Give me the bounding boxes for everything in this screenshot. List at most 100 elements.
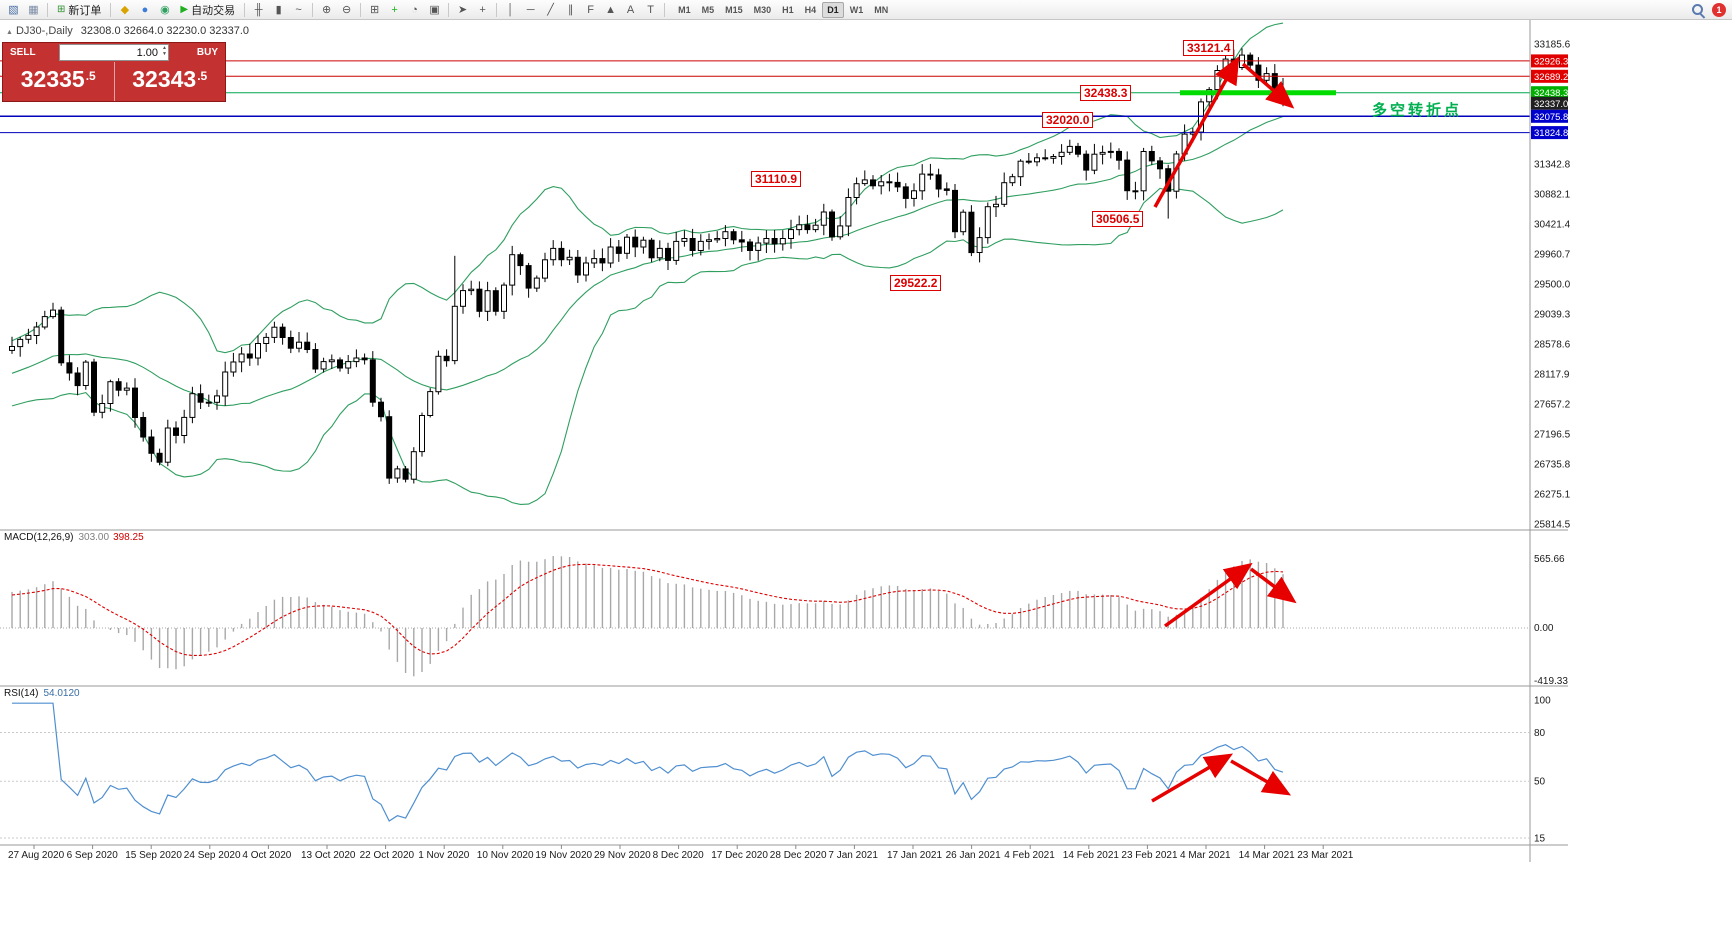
candlestick-chart-icon[interactable]: ▮	[275, 3, 282, 16]
macd-main-value: 303.00	[78, 532, 110, 543]
profiles-icon[interactable]: ▦	[28, 3, 39, 16]
rsi-name: RSI(14)	[4, 688, 39, 699]
svg-text:565.66: 565.66	[1534, 554, 1565, 565]
autotrading-button[interactable]: ▶ 自动交易	[175, 2, 240, 18]
volume-value: 1.00	[136, 46, 158, 59]
timeframe-h4[interactable]: H4	[804, 4, 817, 15]
sell-price-frac: .5	[85, 69, 96, 83]
price-annotation: 29522.2	[890, 274, 942, 291]
timeframe-mn[interactable]: MN	[874, 4, 889, 15]
panel-separators	[0, 20, 1568, 862]
timeframe-m1[interactable]: M1	[678, 4, 691, 15]
macd-name: MACD(12,26,9)	[4, 532, 74, 543]
zoom-out-icon[interactable]: ⊖	[341, 3, 352, 16]
svg-text:26735.8: 26735.8	[1534, 460, 1571, 471]
line-chart-icon[interactable]: ~	[295, 3, 302, 16]
zoom-in-icon[interactable]: ⊕	[321, 3, 332, 16]
price-level-lines	[0, 60, 1530, 134]
svg-text:19 Nov 2020: 19 Nov 2020	[535, 850, 592, 861]
spinner-down-icon[interactable]: ▼	[162, 51, 167, 57]
chart-symbol-period: DJ30-,Daily	[15, 25, 73, 37]
buy-price[interactable]: 32343.5	[113, 62, 226, 101]
market-icon[interactable]: ●	[141, 3, 149, 16]
volume-spinner[interactable]: ▲ ▼	[162, 45, 167, 57]
add-indicator-icon[interactable]: +	[391, 3, 398, 16]
new-order-icon: ⊞	[57, 4, 66, 15]
svg-text:10 Nov 2020: 10 Nov 2020	[477, 850, 534, 861]
price-annotation: 32020.0	[1042, 111, 1094, 128]
volume-input[interactable]: 1.00 ▲ ▼	[59, 44, 169, 61]
vertical-line-icon[interactable]: │	[507, 3, 515, 16]
new-chart-icon[interactable]: ▧	[8, 3, 19, 16]
toolbar-separator	[312, 2, 314, 17]
rsi-panel: 100 80 50 15	[0, 696, 1551, 845]
toolbar-button-label: 自动交易	[191, 4, 236, 17]
svg-text:23 Feb 2021: 23 Feb 2021	[1121, 850, 1178, 861]
trendline-icon[interactable]: ╱	[547, 3, 554, 16]
buy-button[interactable]: BUY	[169, 43, 225, 62]
svg-text:17 Dec 2020: 17 Dec 2020	[711, 850, 768, 861]
period-icon[interactable]: ◔	[411, 3, 418, 16]
timeframe-w1[interactable]: W1	[849, 4, 864, 15]
svg-text:30882.1: 30882.1	[1534, 190, 1571, 201]
new-order-button[interactable]: ⊞ 新订单	[52, 2, 106, 18]
svg-text:29960.7: 29960.7	[1534, 250, 1571, 261]
svg-text:100: 100	[1534, 696, 1551, 707]
svg-text:32926.3: 32926.3	[1534, 56, 1568, 67]
bar-chart-icon[interactable]: ╫	[254, 3, 263, 16]
timeframe-m30[interactable]: M30	[753, 4, 772, 15]
svg-text:33185.6: 33185.6	[1534, 40, 1571, 51]
svg-text:32075.8: 32075.8	[1534, 112, 1568, 123]
svg-text:0.00: 0.00	[1534, 623, 1554, 634]
toolbar: ▧ ▦ ⊞ 新订单 ◆ ● ◉ ▶ 自动交易 ╫ ▮ ~ ⊕ ⊖ ⊞ + ◔ ▣ ➤ + │ ─ ╱ ∥ F ▲ A T M1 M5 M15…	[0, 0, 1732, 20]
macd-panel: 565.66 0.00 -419.33	[0, 554, 1568, 687]
chart-ohlc-values: 32308.0 32664.0 32230.0 32337.0	[80, 25, 250, 37]
text-label-icon[interactable]: T	[647, 3, 654, 16]
text-icon[interactable]: A	[626, 3, 635, 16]
toolbar-button-label: 新订单	[68, 4, 102, 17]
svg-text:15 Sep 2020: 15 Sep 2020	[125, 850, 182, 861]
timeframe-m5[interactable]: M5	[701, 4, 715, 15]
sell-button[interactable]: SELL	[3, 43, 59, 62]
candles	[9, 48, 1286, 484]
autotrading-icon: ▶	[180, 4, 189, 15]
sell-price[interactable]: 32335.5	[3, 62, 114, 101]
shapes-icon[interactable]: ▲	[605, 3, 617, 16]
turning-point-note: 多空转折点	[1372, 102, 1463, 119]
svg-text:27 Aug 2020: 27 Aug 2020	[8, 850, 65, 861]
trend-arrows	[1151, 55, 1297, 803]
timeframe-m15[interactable]: M15	[725, 4, 743, 15]
timeframe-d1[interactable]: D1	[822, 1, 844, 18]
price-annotation: 31110.9	[751, 171, 802, 188]
svg-text:25814.5: 25814.5	[1534, 520, 1571, 531]
tile-windows-icon[interactable]: ⊞	[369, 3, 380, 16]
horizontal-line-icon[interactable]: ─	[526, 3, 535, 16]
toolbar-separator	[448, 2, 450, 17]
svg-text:23 Mar 2021: 23 Mar 2021	[1297, 850, 1354, 861]
timeframe-h1[interactable]: H1	[782, 4, 794, 15]
templates-icon[interactable]: ▣	[429, 3, 440, 16]
svg-text:32689.2: 32689.2	[1534, 72, 1568, 83]
svg-text:29500.0: 29500.0	[1534, 280, 1571, 291]
svg-text:27657.2: 27657.2	[1534, 400, 1571, 411]
svg-text:8 Dec 2020: 8 Dec 2020	[653, 850, 705, 861]
one-click-trading-panel: SELL 1.00 ▲ ▼ BUY 32335.5 32343.5	[2, 42, 226, 102]
svg-text:32438.3: 32438.3	[1534, 88, 1568, 99]
spinner-up-icon[interactable]: ▲	[162, 45, 167, 51]
svg-text:31824.8: 31824.8	[1534, 128, 1568, 139]
crosshair-icon[interactable]: +	[479, 3, 486, 16]
search-icon[interactable]	[1690, 2, 1706, 19]
fibonacci-icon[interactable]: F	[587, 3, 594, 16]
equidistant-channel-icon[interactable]: ∥	[567, 3, 574, 16]
svg-text:26275.1: 26275.1	[1534, 490, 1571, 501]
notification-badge[interactable]: 1	[1712, 2, 1726, 17]
signals-icon[interactable]: ◉	[160, 3, 170, 16]
rsi-value: 54.0120	[43, 688, 80, 699]
mql5-community-icon[interactable]: ◆	[120, 3, 130, 16]
chart-title: ▲ DJ30-,Daily 32308.0 32664.0 32230.0 3233…	[6, 25, 249, 37]
cursor-icon[interactable]: ➤	[457, 3, 468, 16]
svg-text:32337.0: 32337.0	[1534, 99, 1568, 110]
toolbar-separator	[47, 2, 48, 17]
